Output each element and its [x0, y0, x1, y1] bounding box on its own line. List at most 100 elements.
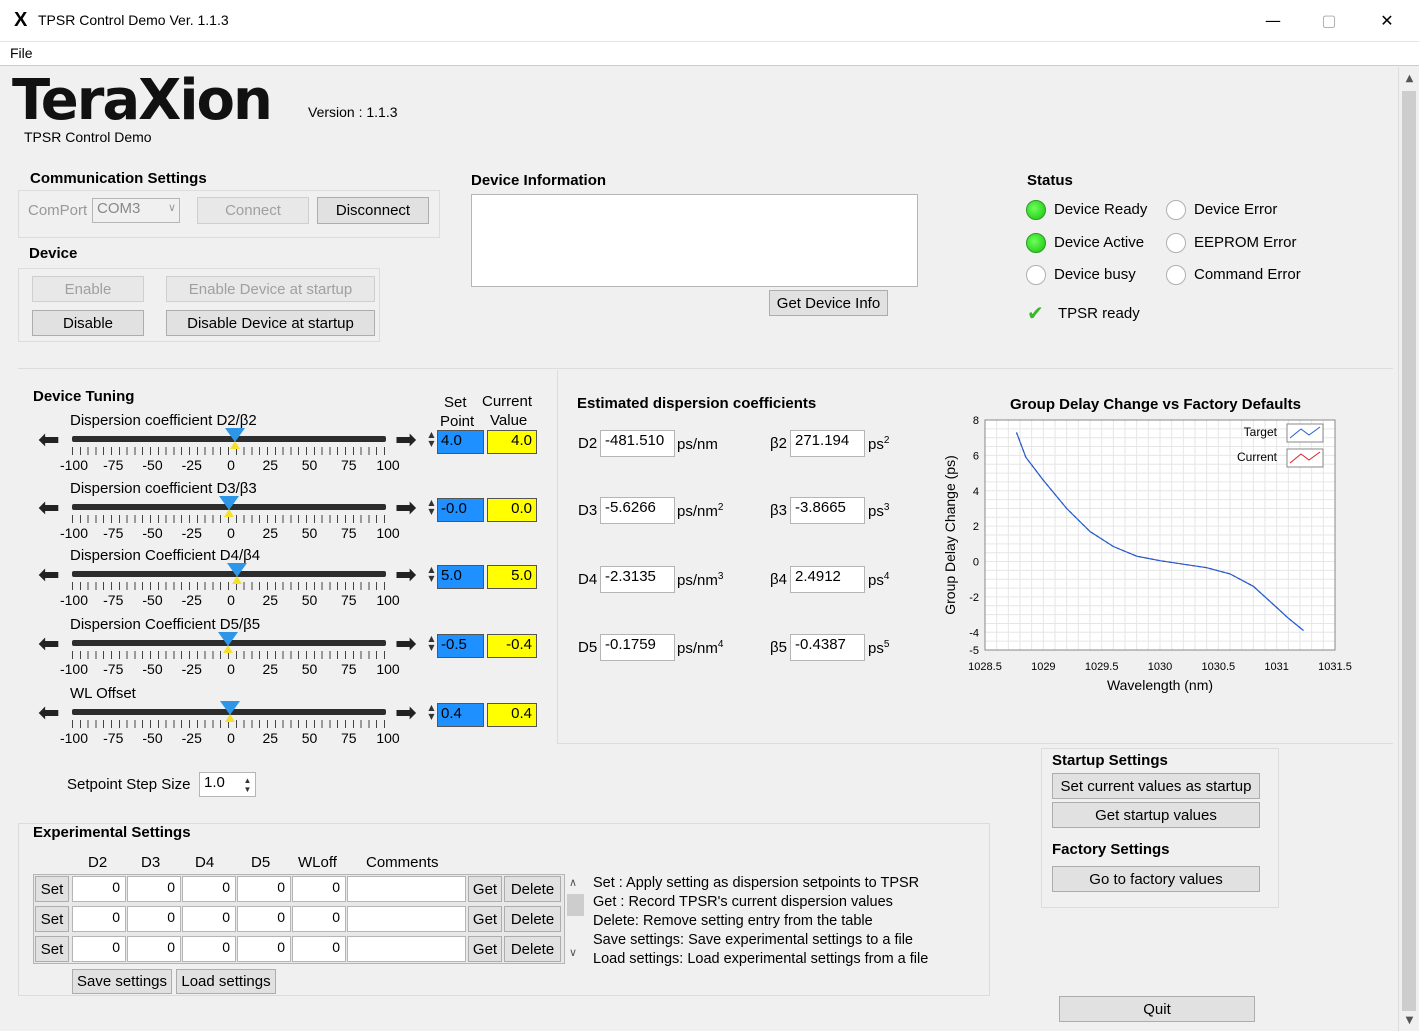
table-scrollbar[interactable]: ∧ ∨ — [566, 874, 585, 964]
cell-d5[interactable]: 0 — [237, 936, 291, 962]
scale-label: -50 — [142, 730, 163, 746]
slider-ticks — [72, 515, 386, 523]
scale-label: -75 — [103, 592, 124, 608]
connect-button[interactable]: Connect — [197, 197, 309, 224]
step-size-label: Setpoint Step Size — [67, 776, 191, 793]
arrow-right-icon[interactable]: ➡ — [395, 493, 417, 523]
arrow-right-icon[interactable]: ➡ — [395, 425, 417, 455]
scrollbar-thumb[interactable] — [1402, 91, 1416, 1011]
slider-thumb[interactable] — [226, 563, 247, 577]
scroll-up-icon[interactable]: ∧ — [569, 876, 578, 889]
spin-arrows-icon[interactable]: ▲ ▼ — [428, 498, 435, 516]
checkmark-icon: ✔ — [1027, 301, 1044, 325]
cell-wloff[interactable]: 0 — [292, 876, 346, 902]
save-settings-button[interactable]: Save settings — [72, 969, 172, 994]
comport-select[interactable]: COM3 ∨ — [92, 198, 180, 223]
slider-thumb[interactable] — [225, 428, 246, 442]
cell-comment[interactable] — [347, 906, 466, 932]
cell-d5[interactable]: 0 — [237, 906, 291, 932]
device-info-textbox[interactable] — [471, 194, 918, 287]
row-delete-button[interactable]: Delete — [504, 936, 561, 962]
cell-d3[interactable]: 0 — [127, 906, 181, 932]
get-device-info-button[interactable]: Get Device Info — [769, 290, 888, 316]
row-set-button[interactable]: Set — [35, 906, 69, 932]
row-get-button[interactable]: Get — [468, 876, 502, 902]
table-scrollbar-thumb[interactable] — [567, 894, 584, 916]
cell-d4[interactable]: 0 — [182, 876, 236, 902]
cell-d2[interactable]: 0 — [72, 936, 126, 962]
arrow-left-icon[interactable]: ⬅ — [38, 629, 60, 659]
disable-button[interactable]: Disable — [32, 310, 144, 336]
cell-comment[interactable] — [347, 936, 466, 962]
beta-unit: ps3 — [868, 502, 890, 520]
cell-d3[interactable]: 0 — [127, 876, 181, 902]
vertical-scrollbar[interactable]: ▲ ▼ — [1398, 67, 1419, 1031]
set-point-input[interactable]: 0.4 — [437, 703, 484, 727]
cell-d4[interactable]: 0 — [182, 906, 236, 932]
scale-label: 50 — [301, 730, 318, 746]
spin-arrows-icon[interactable]: ▲ ▼ — [428, 430, 435, 448]
scale-label: -75 — [103, 457, 124, 473]
maximize-icon[interactable]: ▢ — [1321, 11, 1337, 30]
cell-wloff[interactable]: 0 — [292, 906, 346, 932]
arrow-left-icon[interactable]: ⬅ — [38, 493, 60, 523]
cell-d2[interactable]: 0 — [72, 876, 126, 902]
row-set-button[interactable]: Set — [35, 936, 69, 962]
cell-d4[interactable]: 0 — [182, 936, 236, 962]
go-to-factory-button[interactable]: Go to factory values — [1052, 866, 1260, 892]
get-startup-values-button[interactable]: Get startup values — [1052, 802, 1260, 828]
arrow-right-icon[interactable]: ➡ — [395, 560, 417, 590]
row-delete-button[interactable]: Delete — [504, 906, 561, 932]
device-active-label: Device Active — [1054, 234, 1145, 251]
legend-line-target — [1289, 426, 1321, 439]
row-set-button[interactable]: Set — [35, 876, 69, 902]
close-icon[interactable]: ✕ — [1380, 11, 1394, 30]
arrow-right-icon[interactable]: ➡ — [395, 629, 417, 659]
scroll-down-icon[interactable]: ▼ — [1405, 1015, 1414, 1026]
set-point-input[interactable]: 5.0 — [437, 565, 484, 589]
scale-label: -100 — [59, 457, 89, 473]
slider-thumb[interactable] — [218, 632, 239, 646]
scale-label: 25 — [262, 730, 279, 746]
cell-comment[interactable] — [347, 876, 466, 902]
disable-at-startup-button[interactable]: Disable Device at startup — [166, 310, 375, 336]
beta-unit: ps2 — [868, 435, 890, 453]
spin-arrows-icon[interactable]: ▲ ▼ — [428, 634, 435, 652]
spin-arrows-icon[interactable]: ▲ ▼ — [428, 565, 435, 583]
load-settings-button[interactable]: Load settings — [176, 969, 276, 994]
scale-label: 100 — [376, 661, 400, 677]
cell-d5[interactable]: 0 — [237, 876, 291, 902]
cell-d3[interactable]: 0 — [127, 936, 181, 962]
spin-arrows-icon[interactable]: ▲ ▼ — [243, 776, 252, 794]
disconnect-button[interactable]: Disconnect — [317, 197, 429, 224]
app-subtitle: TPSR Control Demo — [24, 129, 152, 145]
set-point-input[interactable]: -0.5 — [437, 634, 484, 658]
enable-at-startup-button[interactable]: Enable Device at startup — [166, 276, 375, 302]
slider-thumb[interactable] — [219, 701, 240, 715]
spin-arrows-icon[interactable]: ▲ ▼ — [428, 703, 435, 721]
arrow-right-icon[interactable]: ➡ — [395, 698, 417, 728]
arrow-left-icon[interactable]: ⬅ — [38, 560, 60, 590]
row-get-button[interactable]: Get — [468, 906, 502, 932]
quit-button[interactable]: Quit — [1059, 996, 1255, 1022]
device-ready-label: Device Ready — [1054, 201, 1148, 218]
row-get-button[interactable]: Get — [468, 936, 502, 962]
menu-file[interactable]: File — [10, 45, 33, 61]
set-point-input[interactable]: 4.0 — [437, 430, 484, 454]
cell-wloff[interactable]: 0 — [292, 936, 346, 962]
row-delete-button[interactable]: Delete — [504, 876, 561, 902]
slider-thumb[interactable] — [219, 496, 239, 510]
cell-d2[interactable]: 0 — [72, 906, 126, 932]
set-point-input[interactable]: -0.0 — [437, 498, 484, 522]
scroll-up-icon[interactable]: ▲ — [1405, 73, 1414, 84]
enable-button[interactable]: Enable — [32, 276, 144, 302]
current-value-display: 0.4 — [487, 703, 537, 727]
step-size-input[interactable]: 1.0 ▲ ▼ — [199, 772, 256, 797]
set-current-as-startup-button[interactable]: Set current values as startup — [1052, 773, 1260, 799]
scroll-down-icon[interactable]: ∨ — [569, 946, 578, 959]
x-axis-label: Wavelength (nm) — [1107, 677, 1213, 693]
startup-group — [1041, 748, 1279, 908]
arrow-left-icon[interactable]: ⬅ — [38, 698, 60, 728]
arrow-left-icon[interactable]: ⬅ — [38, 425, 60, 455]
minimize-icon[interactable]: — — [1265, 11, 1281, 30]
